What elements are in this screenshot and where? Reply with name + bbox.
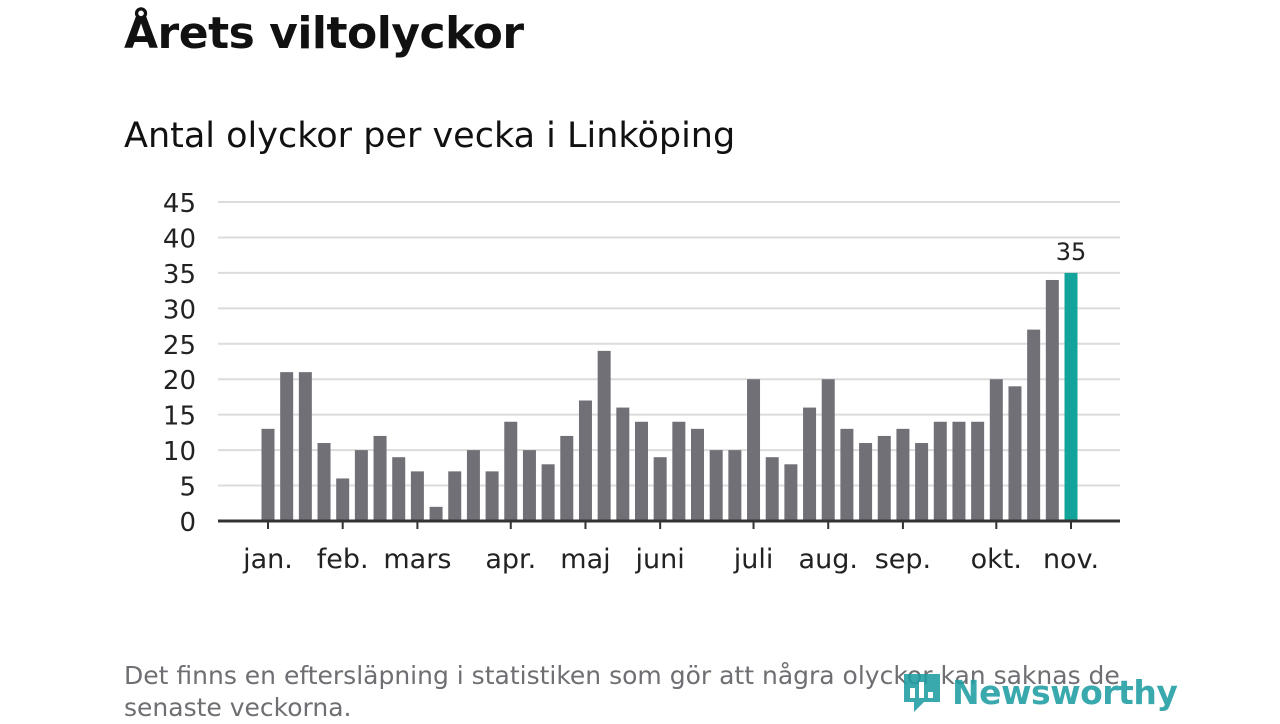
x-tick-label: aug.: [799, 544, 858, 575]
bar: [280, 372, 294, 521]
bar: [1045, 279, 1059, 521]
newsworthy-logo-icon: [904, 674, 940, 712]
bar: [691, 428, 705, 521]
x-tick-label: maj: [560, 544, 610, 575]
x-tick-label: sep.: [875, 544, 931, 575]
bar: [915, 443, 929, 521]
bar: [821, 379, 835, 521]
bar: [1027, 329, 1041, 521]
bar: [803, 407, 817, 521]
bar: [261, 428, 275, 521]
bar-highlight: [1064, 272, 1078, 521]
bar: [877, 435, 891, 521]
chart-subtitle: Antal olyckor per vecka i Linköping: [124, 116, 736, 156]
bar: [541, 464, 555, 521]
footnote: Det finns en eftersläpning i statistiken…: [124, 661, 1120, 722]
bar: [448, 471, 462, 521]
x-tick-label: juni: [635, 544, 685, 575]
y-tick-label: 45: [163, 189, 196, 219]
bar: [634, 421, 648, 521]
bar: [298, 372, 312, 521]
brand-logo: Newsworthy: [900, 670, 1178, 714]
bar: [616, 407, 630, 521]
bar: [859, 443, 873, 521]
bar: [504, 421, 518, 521]
y-tick-label: 35: [163, 260, 196, 290]
bar: [896, 428, 910, 521]
bar: [840, 428, 854, 521]
bar: [597, 350, 611, 521]
bar: [429, 506, 443, 521]
bar: [578, 400, 592, 521]
y-tick-label: 40: [163, 224, 196, 254]
y-tick-label: 15: [163, 402, 196, 432]
bar: [672, 421, 686, 521]
bar: [952, 421, 966, 521]
bar: [354, 450, 368, 521]
x-tick-label: nov.: [1043, 544, 1099, 575]
brand-name: Newsworthy: [952, 672, 1178, 712]
bar: [392, 457, 406, 521]
bar: [728, 450, 742, 521]
bar: [1008, 386, 1022, 521]
bar: [560, 435, 574, 521]
y-tick-label: 0: [179, 508, 196, 538]
y-tick-label: 30: [163, 295, 196, 325]
x-tick-label: apr.: [485, 544, 536, 575]
bar: [747, 379, 761, 521]
bar: [485, 471, 499, 521]
bar: [933, 421, 947, 521]
y-tick-label: 5: [179, 473, 196, 503]
bar: [971, 421, 985, 521]
x-tick-label: feb.: [317, 544, 369, 575]
bar: [709, 450, 723, 521]
bar: [410, 471, 424, 521]
page-title: Årets viltolyckor: [124, 8, 524, 59]
y-tick-label: 20: [163, 366, 196, 396]
x-tick-label: mars: [383, 544, 451, 575]
bar: [373, 435, 387, 521]
y-tick-label: 10: [163, 437, 196, 467]
x-tick-label: jan.: [242, 544, 293, 575]
bar: [653, 457, 667, 521]
y-tick-label: 25: [163, 331, 196, 361]
bar: [317, 443, 331, 521]
bar: [466, 450, 480, 521]
bar: [336, 478, 350, 521]
bar: [522, 450, 536, 521]
bar: [989, 379, 1003, 521]
bar: [765, 457, 779, 521]
x-tick-label: juli: [733, 544, 774, 575]
data-label: 35: [1056, 238, 1087, 266]
bar: [784, 464, 798, 521]
x-tick-label: okt.: [971, 544, 1022, 575]
